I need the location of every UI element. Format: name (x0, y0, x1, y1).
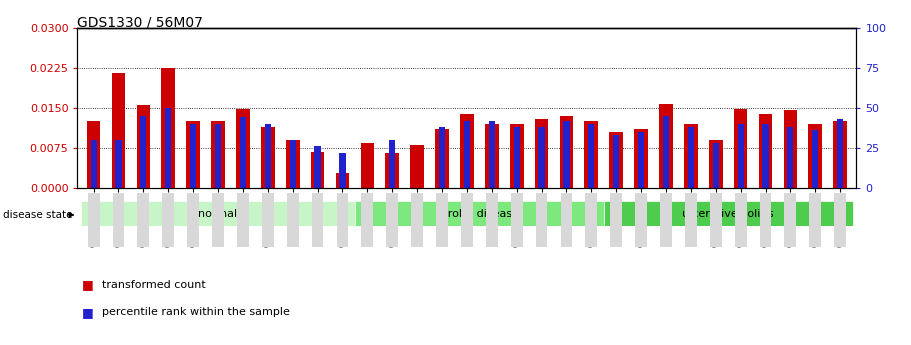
Bar (837, 119, 844, 188)
Text: normal: normal (199, 209, 238, 218)
Text: Crohn disease: Crohn disease (440, 209, 519, 218)
Bar (314, 146, 321, 188)
Bar (211, 121, 225, 188)
Bar (834, 121, 847, 188)
Bar (464, 121, 470, 188)
Bar (355, 201, 604, 226)
Bar (538, 127, 545, 188)
Bar (361, 142, 374, 188)
Bar (340, 153, 345, 188)
Bar (87, 121, 100, 188)
Bar (215, 124, 221, 188)
Bar (439, 127, 445, 188)
Bar (236, 109, 250, 188)
Bar (709, 140, 722, 188)
Bar (90, 140, 97, 188)
Bar (81, 201, 355, 226)
Bar (738, 124, 743, 188)
Bar (488, 121, 495, 188)
Text: transformed count: transformed count (102, 280, 206, 289)
Bar (290, 140, 296, 188)
Bar (435, 129, 449, 188)
Bar (688, 127, 694, 188)
Bar (559, 116, 573, 188)
Text: ulcerative colitis: ulcerative colitis (682, 209, 774, 218)
Bar (604, 201, 853, 226)
Bar (783, 110, 797, 188)
Bar (763, 124, 769, 188)
Bar (311, 152, 324, 188)
Bar (137, 105, 150, 188)
Text: ■: ■ (82, 278, 94, 291)
Bar (733, 109, 747, 188)
Bar (112, 73, 126, 188)
Bar (265, 124, 271, 188)
Bar (140, 116, 147, 188)
Text: ■: ■ (82, 306, 94, 319)
Bar (684, 124, 698, 188)
Bar (161, 68, 175, 188)
Bar (410, 145, 424, 188)
Bar (240, 117, 246, 188)
Bar (385, 153, 399, 188)
Bar (609, 132, 623, 188)
Bar (187, 121, 200, 188)
Bar (535, 119, 548, 188)
Bar (261, 127, 274, 188)
Bar (813, 130, 818, 188)
Bar (634, 129, 648, 188)
Bar (514, 127, 520, 188)
Bar (638, 132, 644, 188)
Bar (165, 108, 171, 188)
Bar (585, 121, 599, 188)
Bar (613, 135, 619, 188)
Bar (787, 127, 793, 188)
Bar (286, 140, 300, 188)
Bar (808, 124, 822, 188)
Bar (485, 124, 498, 188)
Bar (190, 124, 196, 188)
Bar (589, 124, 594, 188)
Text: percentile rank within the sample: percentile rank within the sample (102, 307, 290, 317)
Bar (335, 173, 349, 188)
Bar (389, 140, 395, 188)
Bar (660, 104, 673, 188)
Bar (510, 124, 524, 188)
Bar (563, 121, 569, 188)
Bar (460, 114, 474, 188)
Bar (712, 143, 719, 188)
Text: disease state: disease state (3, 210, 72, 219)
Bar (759, 114, 773, 188)
Bar (116, 140, 121, 188)
Bar (663, 116, 669, 188)
Text: GDS1330 / 56M07: GDS1330 / 56M07 (77, 16, 203, 30)
